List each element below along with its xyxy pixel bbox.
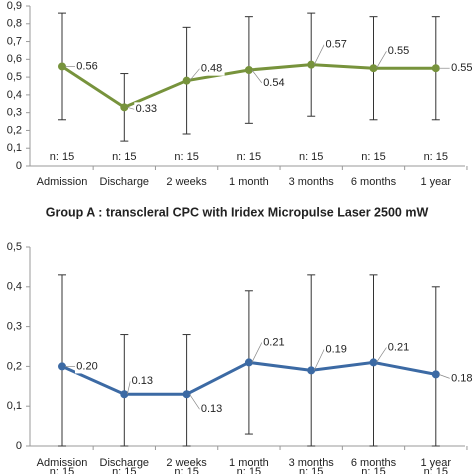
n-label: n: 15 bbox=[424, 151, 448, 163]
n-label: n: 15 bbox=[361, 151, 385, 163]
label-box bbox=[324, 342, 350, 357]
x-tick-label: 3 months bbox=[289, 457, 335, 469]
point bbox=[431, 370, 440, 379]
data-label: 0.56 bbox=[76, 60, 97, 72]
label-box bbox=[75, 59, 100, 74]
x-tick-label: 6 months bbox=[351, 176, 397, 188]
y-tick-label: 0,9 bbox=[7, 0, 22, 12]
n-label: n: 15 bbox=[361, 466, 385, 474]
x-tick-label: Admission bbox=[37, 176, 88, 188]
point bbox=[307, 60, 316, 69]
y-tick-label: 0,2 bbox=[7, 124, 22, 136]
point bbox=[120, 103, 129, 112]
n-label: n: 15 bbox=[50, 151, 74, 163]
point bbox=[120, 390, 129, 399]
n-label: n: 15 bbox=[237, 151, 261, 163]
chart-title: Group A : transcleral CPC with Iridex Mi… bbox=[46, 205, 429, 219]
n-label: n: 15 bbox=[299, 466, 323, 474]
point bbox=[431, 64, 440, 73]
label-leader bbox=[438, 374, 450, 379]
x-tick-label: 1 month bbox=[229, 176, 269, 188]
label-box bbox=[386, 340, 412, 355]
label-leader bbox=[313, 349, 325, 371]
data-label: 0.55 bbox=[451, 62, 472, 74]
y-tick-label: 0,8 bbox=[7, 18, 22, 30]
point bbox=[182, 76, 191, 85]
x-tick-label: 2 weeks bbox=[166, 176, 207, 188]
label-box bbox=[449, 61, 474, 76]
y-tick-label: 0,5 bbox=[7, 241, 22, 253]
y-tick-label: 0,3 bbox=[7, 107, 22, 119]
x-tick-label: 2 weeks bbox=[166, 457, 207, 469]
y-tick-label: 0,1 bbox=[7, 142, 22, 154]
label-box bbox=[75, 359, 100, 374]
data-label: 0.54 bbox=[263, 77, 284, 89]
x-tick-label: 1 year bbox=[421, 176, 452, 188]
y-tick-label: 0 bbox=[16, 160, 22, 172]
label-box bbox=[199, 402, 225, 417]
data-label: 0.19 bbox=[325, 343, 346, 355]
y-tick-label: 0,3 bbox=[7, 321, 22, 333]
label-leader bbox=[376, 51, 387, 69]
label-leader bbox=[189, 68, 200, 81]
y-tick-label: 0,1 bbox=[7, 400, 22, 412]
n-label: n: 15 bbox=[112, 151, 136, 163]
data-label: 0.55 bbox=[388, 45, 409, 57]
x-tick-label: 6 months bbox=[351, 457, 397, 469]
label-leader bbox=[127, 106, 135, 110]
x-tick-label: 1 year bbox=[421, 457, 452, 469]
x-tick-label: Discharge bbox=[100, 457, 150, 469]
n-label: n: 15 bbox=[424, 466, 448, 474]
data-label: 0.13 bbox=[201, 403, 222, 415]
point bbox=[369, 64, 378, 73]
n-label: n: 15 bbox=[50, 466, 74, 474]
n-label: n: 15 bbox=[174, 466, 198, 474]
data-label: 0.20 bbox=[76, 360, 97, 372]
label-box bbox=[261, 335, 287, 350]
y-tick-label: 0,5 bbox=[7, 71, 22, 83]
label-box bbox=[199, 61, 225, 76]
label-leader bbox=[251, 342, 263, 363]
label-leader bbox=[126, 381, 131, 395]
y-tick-label: 0,4 bbox=[7, 89, 22, 101]
y-tick-label: 0 bbox=[16, 440, 22, 452]
point bbox=[244, 66, 253, 74]
point bbox=[307, 366, 316, 375]
y-tick-label: 0,4 bbox=[7, 281, 22, 293]
x-tick-label: 1 month bbox=[229, 457, 269, 469]
data-label: 0.48 bbox=[201, 63, 222, 75]
x-tick-label: Admission bbox=[37, 457, 88, 469]
n-label: n: 15 bbox=[237, 466, 261, 474]
label-box bbox=[449, 371, 474, 386]
label-box bbox=[130, 374, 156, 389]
label-leader bbox=[313, 44, 325, 65]
point bbox=[58, 362, 66, 371]
data-label: 0.33 bbox=[136, 103, 157, 115]
n-label: n: 15 bbox=[299, 151, 323, 163]
point bbox=[182, 390, 191, 399]
label-leader bbox=[251, 69, 263, 84]
x-tick-label: 3 months bbox=[289, 176, 335, 188]
y-tick-label: 0,7 bbox=[7, 35, 22, 47]
x-tick-label: Discharge bbox=[100, 176, 150, 188]
y-tick-label: 0,2 bbox=[7, 360, 22, 372]
label-leader bbox=[376, 347, 387, 363]
point bbox=[58, 62, 66, 71]
label-leader bbox=[189, 394, 200, 410]
n-label: n: 15 bbox=[174, 151, 198, 163]
data-label: 0.13 bbox=[132, 375, 153, 387]
point bbox=[244, 358, 253, 367]
data-label: 0.18 bbox=[451, 372, 472, 384]
label-box bbox=[324, 37, 350, 52]
label-box bbox=[261, 76, 287, 90]
y-tick-label: 0,6 bbox=[7, 53, 22, 65]
data-label: 0.57 bbox=[325, 39, 346, 51]
n-label: n: 15 bbox=[112, 466, 136, 474]
data-label: 0.21 bbox=[388, 341, 409, 353]
label-box bbox=[134, 102, 160, 117]
data-label: 0.21 bbox=[263, 336, 284, 348]
point bbox=[369, 358, 378, 367]
label-box bbox=[386, 44, 412, 59]
